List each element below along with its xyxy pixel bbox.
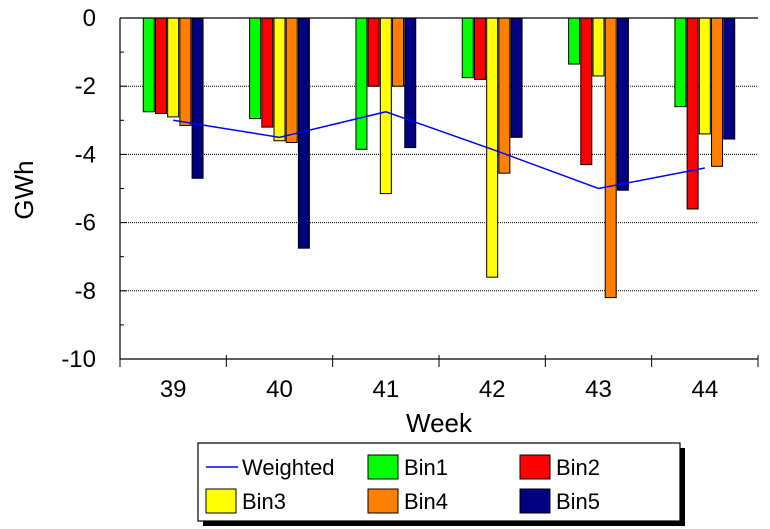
weighted-line [173,110,705,190]
bar-bin4-week-40 [285,17,298,143]
bar-bin1-week-39 [142,17,155,113]
legend-box [197,442,681,522]
y-tick-label: -10 [61,346,96,373]
bar-bin5-week-44 [723,17,736,140]
bar-bin1-week-40 [249,17,262,120]
y-tick-label: -8 [75,278,96,305]
bar-bin2-week-39 [154,17,167,114]
legend-swatch-bin1 [367,454,399,480]
bar-bin3-week-43 [592,17,605,77]
x-tick-label: 40 [266,376,293,403]
bar-bin3-week-40 [273,17,286,142]
bar-bin5-week-39 [191,17,204,179]
legend-swatch-bin5 [519,488,551,514]
bar-bin5-week-43 [616,17,629,191]
bar-bin4-week-43 [604,17,617,299]
bar-bin4-week-42 [498,17,511,174]
legend-label-bin5: Bin5 [556,489,600,514]
bar-bin1-week-44 [674,17,687,108]
axes [119,17,759,367]
bar-bin2-week-42 [473,17,486,80]
legend-label-bin3: Bin3 [242,489,286,514]
x-tick-label: 42 [479,376,506,403]
bar-bin3-week-39 [167,17,180,118]
bar-bin1-week-42 [461,17,474,79]
x-tick-label: 39 [160,376,187,403]
legend-label-bin1: Bin1 [404,455,448,480]
legend-swatch-bin4 [367,488,399,514]
legend-swatch-bin2 [519,454,551,480]
legend-label-bin4: Bin4 [404,489,448,514]
bar-bin5-week-42 [510,17,523,138]
grid-lines [120,85,758,292]
bar-bin2-week-43 [580,17,593,166]
legend: Weighted Bin1 Bin2 Bin3 Bin4 Bin5 [197,442,685,526]
x-tick-label: 44 [691,376,718,403]
legend-swatch-bin3 [205,488,237,514]
bar-bin4-week-44 [711,17,724,167]
y-tick-label: -4 [75,141,96,168]
legend-label-bin2: Bin2 [556,455,600,480]
y-tick-label: 0 [83,5,96,32]
y-tick-label: -2 [75,73,96,100]
bar-bin2-week-40 [261,17,274,128]
bar-bin2-week-41 [367,17,380,87]
bar-bin5-week-41 [404,17,417,149]
x-tick-label: 43 [585,376,612,403]
tick-labels: 0 -2 -4 -6 -8 -10 39 40 41 42 43 44 [61,5,718,403]
weighted-line-layer [173,110,705,190]
bar-bin4-week-41 [392,17,405,87]
bar-bin3-week-44 [698,17,711,135]
legend-label-weighted: Weighted [242,455,335,480]
bar-bin2-week-44 [686,17,699,210]
x-axis-title: Week [406,408,473,438]
y-tick-label: -6 [75,210,96,237]
bars [142,17,736,299]
y-axis-title: GWh [9,160,39,219]
bar-bin1-week-43 [568,17,581,65]
bar-bin3-week-41 [379,17,392,195]
bar-bin1-week-41 [355,17,368,150]
x-tick-label: 41 [372,376,399,403]
bar-bin4-week-39 [179,17,192,126]
